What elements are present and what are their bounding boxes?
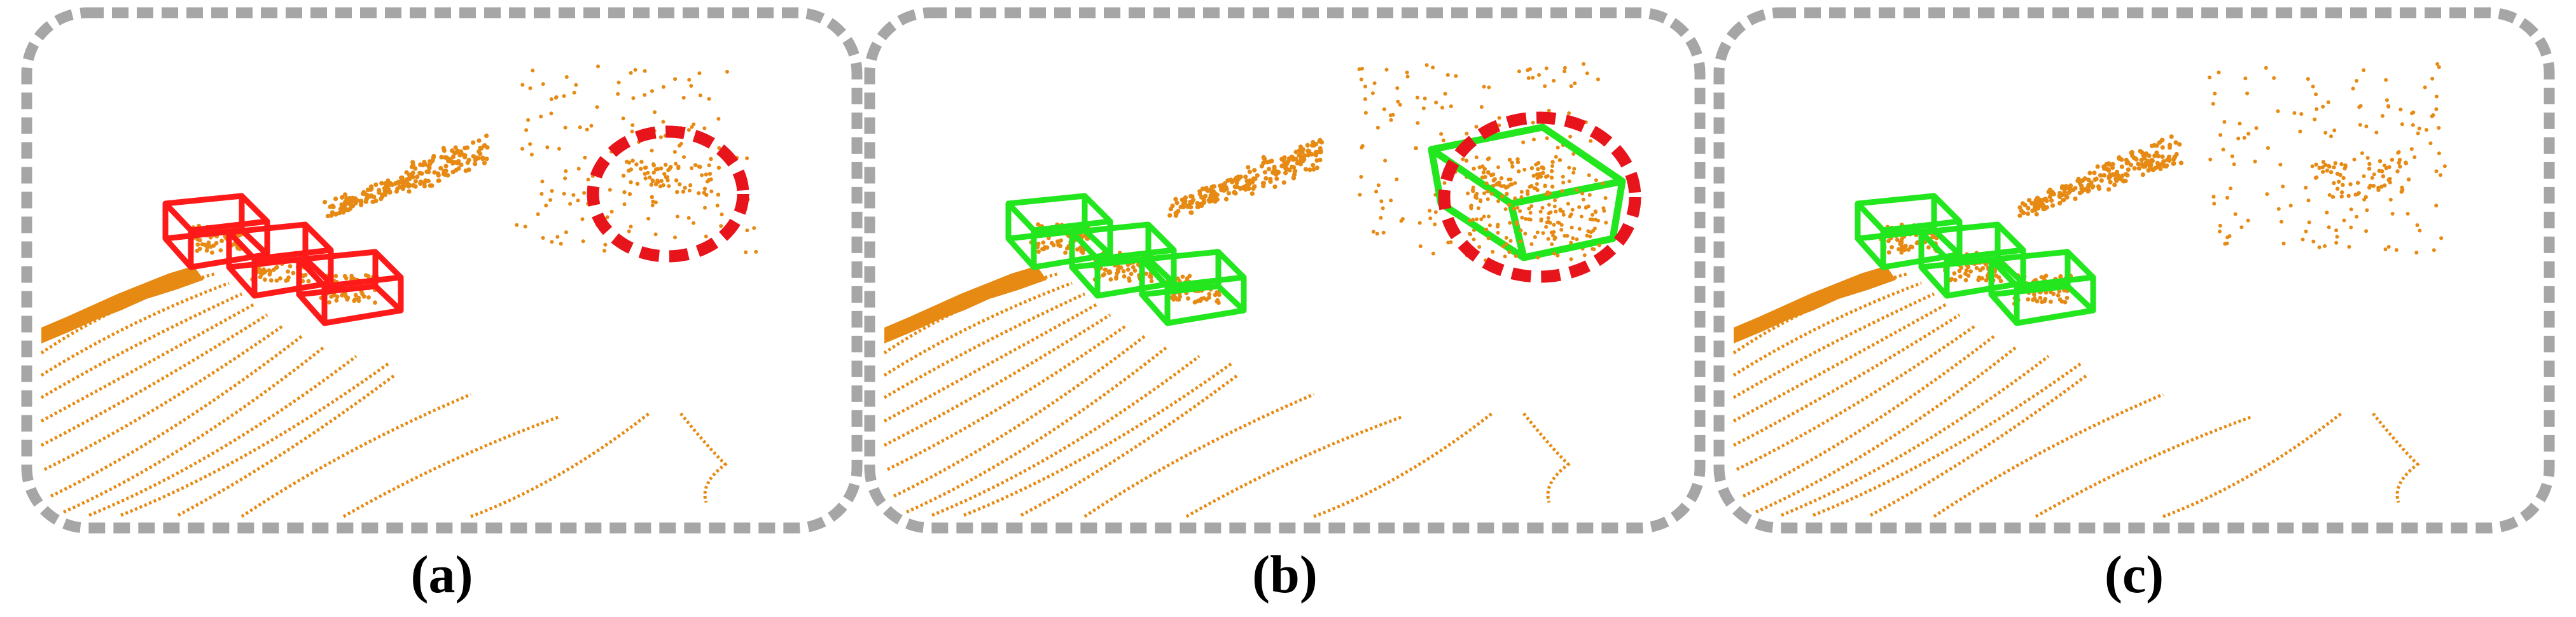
panel-a: (a) [13, 0, 871, 617]
detection-boxes [1005, 193, 1247, 326]
false-positive-circle [1438, 111, 1641, 283]
panel-a-caption: (a) [410, 545, 473, 604]
point-cloud-view-c [1713, 7, 2555, 534]
ground-scan-lines [40, 272, 728, 518]
lidar-points [884, 62, 1600, 343]
panel-frame [1713, 7, 2555, 534]
panel-c: (c) [1705, 0, 2563, 617]
ground-block [41, 266, 204, 343]
car-bounding-box [296, 249, 404, 326]
false-positive-box [1428, 123, 1626, 261]
panel-frame [21, 7, 863, 534]
false-positive-points [1465, 162, 1608, 263]
lidar-points [41, 64, 758, 343]
car-bounding-box [1855, 193, 1963, 270]
panel-frame [864, 7, 1706, 534]
car-bounding-box [162, 193, 270, 270]
panel-c-caption: (c) [2104, 545, 2164, 604]
point-cloud-view-b [864, 7, 1706, 534]
ground-block [884, 266, 1047, 343]
missed-object-circle [587, 125, 749, 263]
ground-scan-lines [883, 272, 1571, 518]
car-bounding-box [1988, 249, 2096, 326]
detection-boxes [1855, 193, 2096, 326]
ground-block [1734, 266, 1896, 343]
car-bounding-box [1005, 193, 1113, 270]
ground-scan-lines [1732, 272, 2420, 518]
detection-boxes [162, 193, 404, 326]
panel-b-caption: (b) [1252, 545, 1318, 604]
car-bounding-box [1139, 249, 1247, 326]
lidar-points [1734, 62, 2447, 343]
panel-b: (b) [856, 0, 1714, 617]
point-cloud-view-a [21, 7, 863, 534]
